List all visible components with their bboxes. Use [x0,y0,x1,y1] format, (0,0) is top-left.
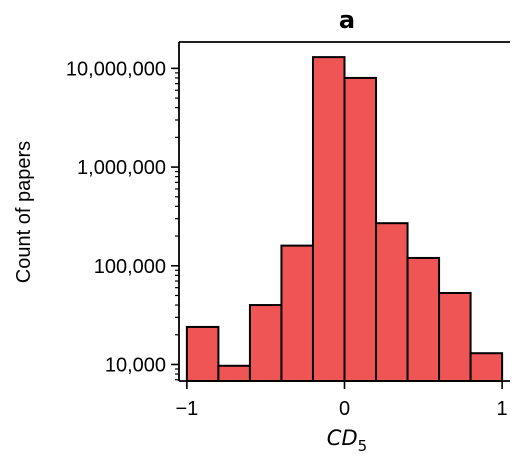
histogram-bar-6 [343,76,378,382]
histogram-bar-5 [311,56,346,382]
x-axis-ticks: −1 0 1 [175,381,508,420]
x-axis-label: CD5 [327,426,367,455]
histogram-bar-2 [217,364,251,383]
x-tick-label-3: 1 [497,398,508,420]
histogram-bar-9 [438,291,472,382]
histogram-bar-1 [185,325,220,383]
y-tick-label-1: 10,000 [105,354,166,376]
histogram-bar-3 [248,304,283,383]
histogram-bar-7 [375,222,409,382]
x-tick-label-1: −1 [175,398,198,420]
histogram-bar-10 [469,352,504,383]
x-axis-label-subscript: 5 [358,437,368,455]
chart-title: a [339,6,355,34]
y-tick-label-4: 10,000,000 [66,58,166,80]
y-axis-label: Count of papers [13,141,35,283]
x-axis-label-main: CD [327,426,358,450]
histogram-bar-4 [280,244,314,382]
histogram-bar-8 [406,256,441,383]
y-tick-label-3: 1,000,000 [77,157,166,179]
bars-group [185,56,504,383]
y-axis-ticks: 10,000 100,000 1,000,000 10,000,000 [66,58,179,381]
x-tick-label-2: 0 [339,398,350,420]
y-tick-label-2: 100,000 [94,256,166,278]
